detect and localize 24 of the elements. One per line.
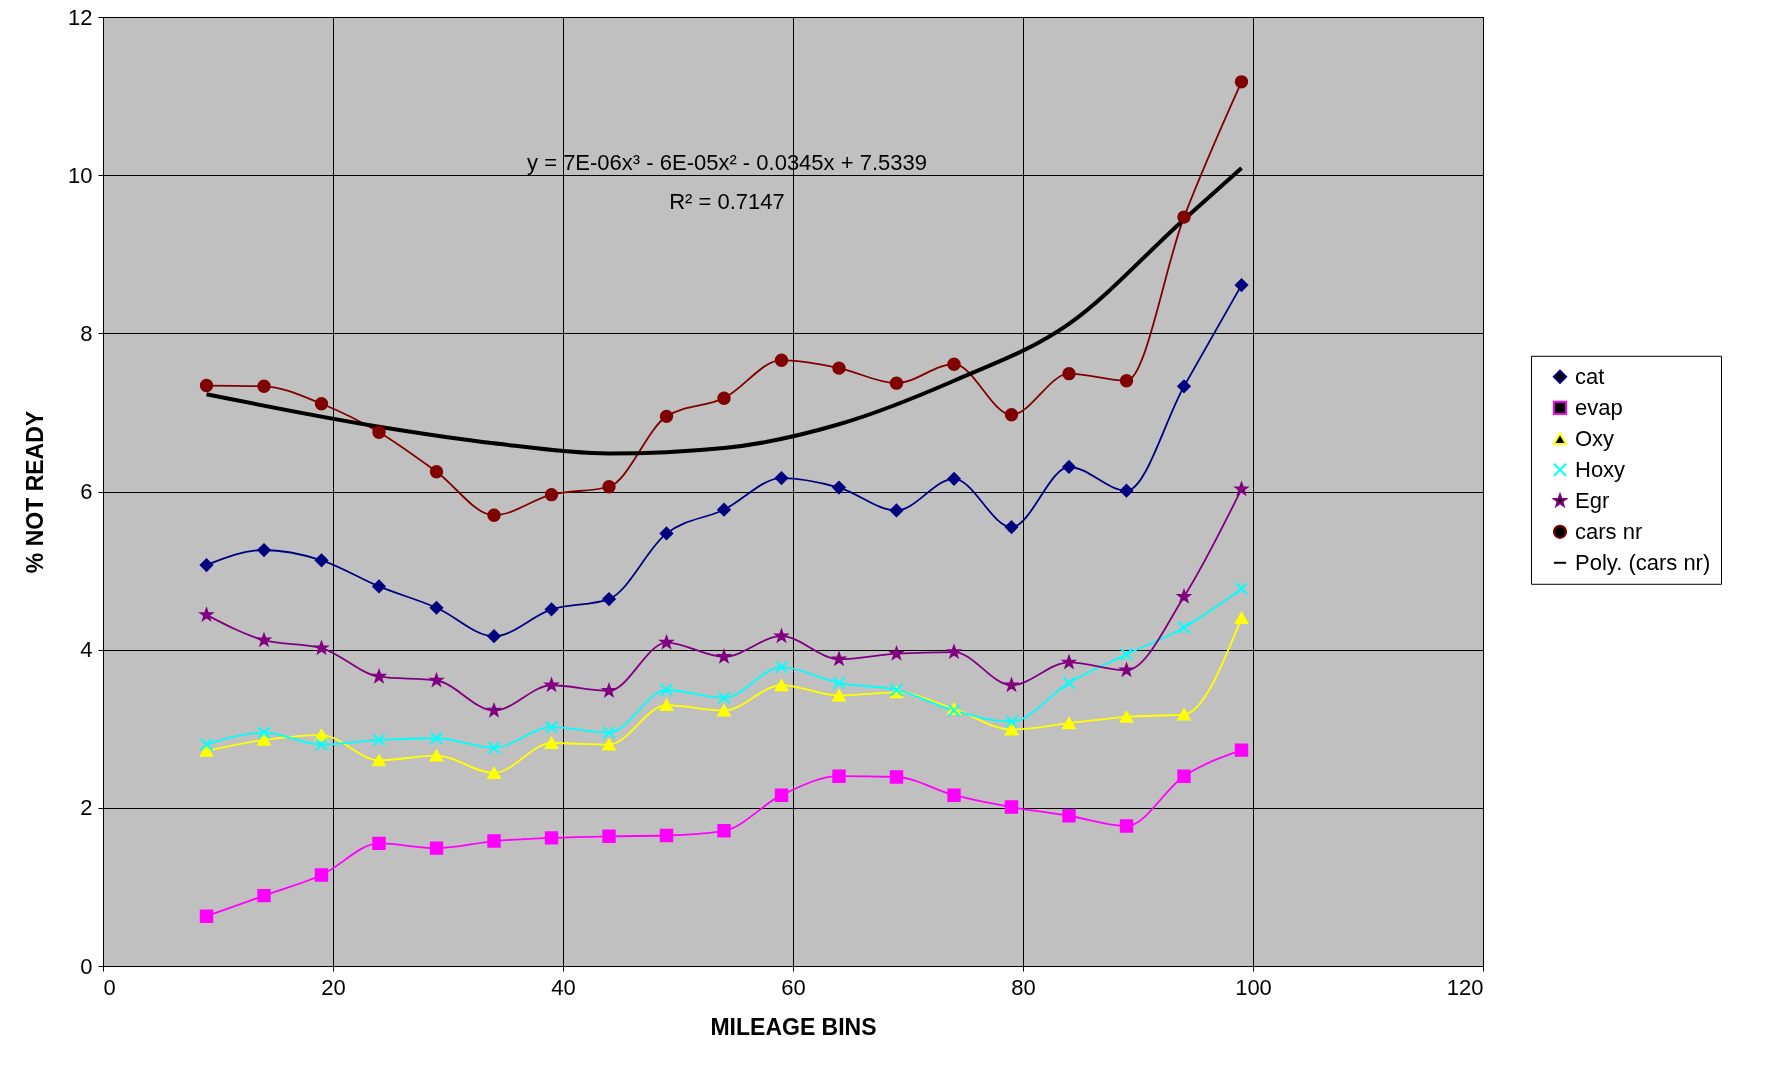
y-tick-label: 2: [80, 795, 93, 821]
x-tick-label: 100: [1235, 974, 1272, 1000]
x-tick-label: 0: [103, 974, 116, 1000]
y-tick-label: 10: [68, 162, 93, 188]
x-tick-label: 60: [781, 974, 806, 1000]
legend-label: evap: [1575, 394, 1623, 420]
y-tick-label: 12: [68, 4, 93, 30]
y-tick-label: 6: [80, 479, 93, 504]
legend-label: Oxy: [1575, 425, 1615, 451]
y-axis-title: % NOT READY: [22, 410, 49, 574]
x-tick-label: 20: [321, 974, 346, 1000]
x-tick-label: 40: [551, 974, 576, 1000]
x-tick-label: 120: [1446, 974, 1484, 1000]
legend-label: Poly. (cars nr): [1575, 549, 1711, 575]
x-tick-label: 80: [1011, 974, 1036, 1000]
legend-label: cat: [1575, 363, 1605, 389]
x-axis-title: MILEAGE BINS: [710, 1013, 877, 1040]
y-tick-label: 8: [80, 320, 93, 346]
y-tick-label: 0: [80, 953, 93, 979]
legend-label: Hoxy: [1575, 456, 1626, 482]
legend-label: cars nr: [1575, 518, 1643, 544]
y-tick-label: 4: [80, 637, 93, 663]
annotation: R² = 0.7147: [669, 189, 785, 214]
legend-label: Egr: [1575, 487, 1610, 513]
